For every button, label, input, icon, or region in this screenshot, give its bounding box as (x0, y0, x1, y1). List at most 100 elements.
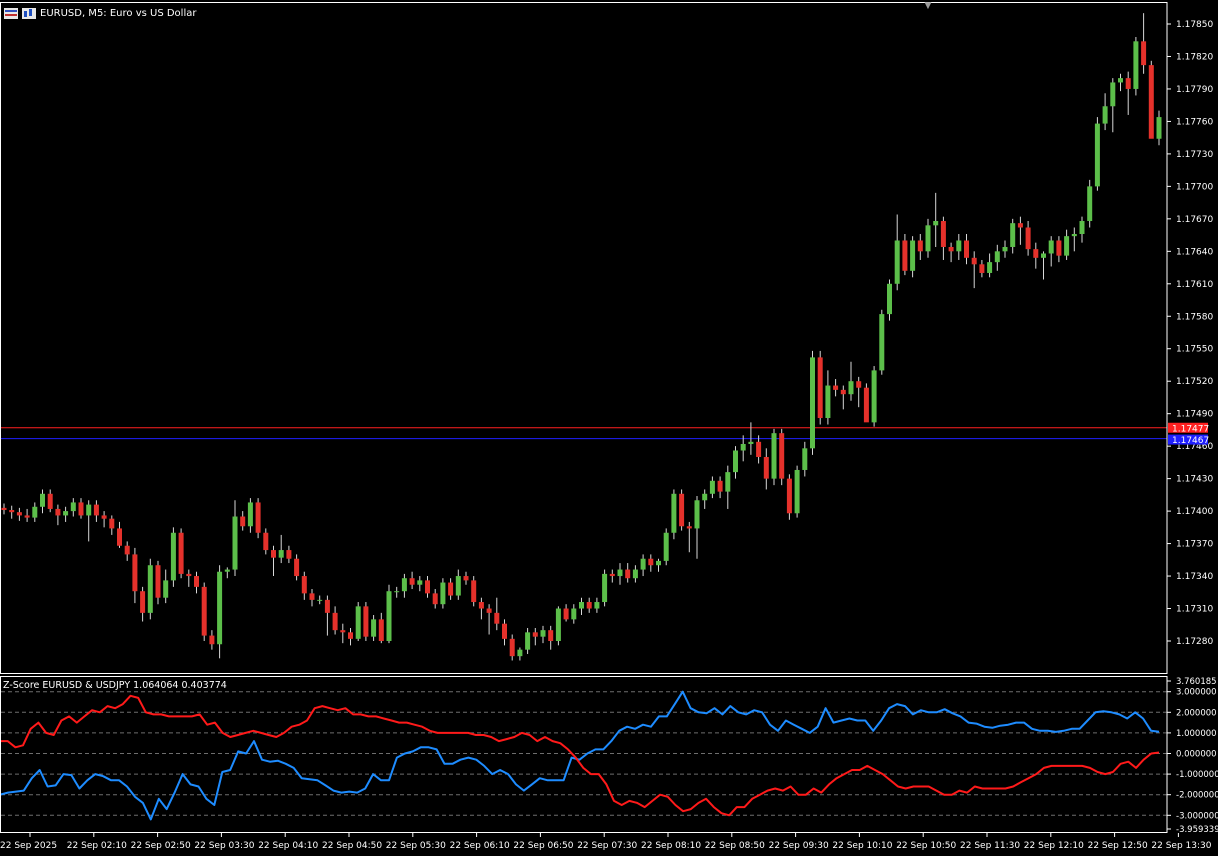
candle-body-bear (332, 612, 338, 631)
indicator-tick-label: -3.959339 (1176, 825, 1218, 835)
indicator-tick-label: 1.000000 (1176, 729, 1217, 739)
candle-body-bear (563, 608, 569, 620)
candle-body-bear (47, 493, 53, 509)
candle-body-bear (1, 507, 7, 511)
candle-body-bull (1071, 233, 1077, 237)
candle-body-bull (1079, 221, 1085, 234)
candle-body-bear (779, 433, 785, 479)
candle-body-bear (863, 387, 869, 423)
indicator-tick-label: 0.000000 (1176, 750, 1217, 760)
candle-body-bull (278, 550, 284, 558)
time-tick-label: 22 Sep 02:50 (131, 841, 191, 851)
candle-body-bear (856, 381, 862, 388)
candle-body-bull (401, 578, 407, 592)
candle-body-bull (1087, 186, 1093, 222)
candle-body-bull (440, 582, 446, 605)
candle-body-bull (147, 565, 153, 613)
candle-body-bear (186, 573, 192, 577)
candle-body-bull (887, 283, 892, 315)
candle-body-bear (1141, 41, 1147, 66)
candle-body-bear (9, 510, 15, 513)
candle-body-bear (140, 591, 146, 613)
main-pane-border (0, 2, 1168, 674)
time-axis-group: 22 Sep 2025 22 Sep 02:10 22 Sep 02:50 22 Se… (0, 833, 1212, 851)
candle-body-bear (948, 246, 954, 252)
time-tick-label: 22 Sep 10:50 (896, 841, 956, 851)
candle-body-bear (502, 623, 507, 639)
candle-body-bear (478, 602, 484, 609)
candle-body-bear (348, 632, 353, 639)
candle-body-bull (656, 560, 661, 566)
candle-body-bull (1133, 41, 1139, 89)
price-tick-label: 1.17490 (1176, 410, 1213, 420)
candle-body-bear (648, 558, 654, 566)
candle-body-bull (602, 573, 608, 603)
candle-body-bear (124, 545, 130, 555)
candle-body-bear (448, 582, 454, 596)
candle-body-bull (879, 314, 885, 371)
candle-body-bull (247, 502, 253, 527)
candle-body-bull (632, 569, 638, 579)
candle-body-bear (255, 502, 261, 533)
candle-body-bull (1102, 106, 1108, 124)
candle-body-bear (971, 257, 977, 265)
candle-body-bear (786, 478, 792, 514)
candle-body-bull (1156, 117, 1162, 139)
candle-body-bull (802, 448, 808, 470)
candle-body-bull (371, 619, 377, 637)
time-tick-label: 22 Sep 05:30 (386, 841, 446, 851)
candle-body-bull (894, 240, 900, 284)
time-tick-label: 22 Sep 10:10 (832, 841, 892, 851)
candle-body-bear (494, 612, 500, 624)
candle-body-bull (663, 532, 669, 561)
indicator-tick-label: -2.000000 (1176, 791, 1218, 801)
candle-body-bear (324, 599, 330, 613)
candles-group (1, 13, 1162, 661)
candle-body-bear (463, 576, 469, 581)
candle-body-bull (417, 580, 423, 585)
candle-body-bull (63, 511, 69, 516)
candle-body-bear (363, 606, 369, 637)
indicator-title: Z-Score EURUSD & USDJPY 1.064064 0.40377… (3, 680, 227, 691)
price-tick-label: 1.17670 (1176, 215, 1213, 225)
candle-body-bull (394, 591, 400, 593)
candle-body-bear (1033, 249, 1039, 258)
candle-body-bear (286, 550, 292, 559)
candle-body-bear (309, 593, 315, 600)
chart-shift-marker: ▼ (925, 1, 932, 11)
candle-body-bear (532, 632, 538, 637)
price-tick-label: 1.17550 (1176, 345, 1213, 355)
candle-body-bear (486, 608, 492, 613)
candle-body-bull (571, 608, 577, 620)
candle-body-bull (740, 443, 746, 451)
candle-body-bear (201, 586, 207, 636)
time-tick-label: 22 Sep 02:10 (67, 841, 127, 851)
time-tick-label: 22 Sep 12:10 (1024, 841, 1084, 851)
candle-body-bear (1148, 65, 1154, 139)
candle-body-bear (240, 516, 246, 527)
indicator-tick-label: 3.000000 (1176, 688, 1217, 698)
candle-body-bull (217, 571, 223, 645)
candle-body-bear (979, 264, 985, 273)
time-tick-label: 22 Sep 06:10 (450, 841, 510, 851)
candle-body-bear (301, 576, 307, 594)
candle-body-bull (1094, 123, 1100, 187)
candle-body-bear (340, 630, 346, 633)
candle-body-bear (132, 554, 138, 592)
candle-body-bear (1025, 227, 1031, 250)
candle-body-bear (509, 638, 515, 657)
price-tick-label: 1.17790 (1176, 85, 1213, 95)
bid-price-tag (1168, 434, 1208, 445)
chart-menu-icon[interactable] (4, 7, 18, 19)
candle-body-bull (517, 649, 523, 657)
chart-type-icon[interactable] (22, 7, 36, 19)
bid-price-label: 1.17467 (1172, 436, 1209, 446)
candle-body-bull (232, 516, 238, 570)
candle-body-bull (525, 632, 531, 650)
candle-body-bull (355, 606, 361, 639)
candle-body-bear (55, 508, 61, 516)
candle-body-bear (679, 493, 685, 527)
